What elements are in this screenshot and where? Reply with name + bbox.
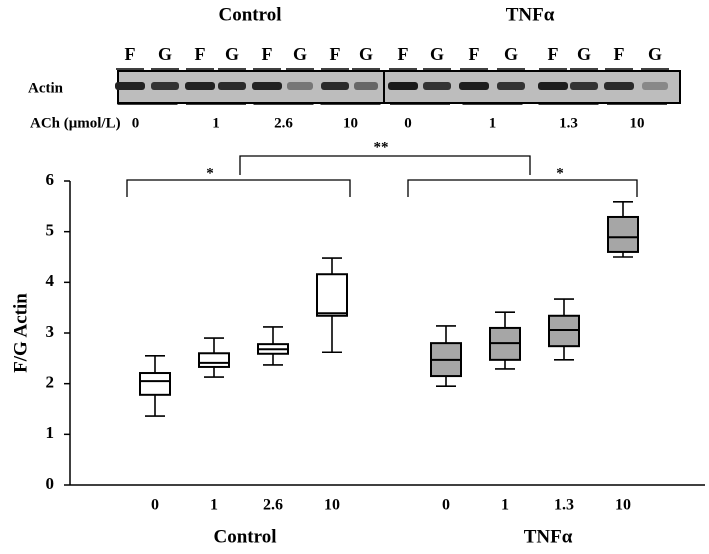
lane-label: F xyxy=(614,44,625,64)
box xyxy=(139,372,171,396)
blot-band xyxy=(642,82,668,90)
dose-label: ACh (μmol/L) xyxy=(30,115,121,131)
blot-band xyxy=(497,82,525,90)
y-axis-label: F/G Actin xyxy=(10,293,31,373)
y-tick-label: 5 xyxy=(46,221,55,240)
dose-tick-label: 1 xyxy=(212,115,220,131)
dose-tick-label: 0 xyxy=(132,115,140,131)
lane-label: G xyxy=(648,44,662,64)
lane-label: G xyxy=(225,44,239,64)
blot-row-label: Actin xyxy=(28,80,64,96)
x-tick-label: 1 xyxy=(501,497,509,514)
box xyxy=(316,273,348,317)
blot-band xyxy=(321,82,349,90)
lane-label: G xyxy=(577,44,591,64)
significance-label: * xyxy=(556,165,564,181)
blot-band xyxy=(151,82,179,90)
blot-band xyxy=(218,82,246,90)
blot-band xyxy=(388,82,418,90)
lane-label: G xyxy=(158,44,172,64)
lane-label: G xyxy=(359,44,373,64)
significance-brackets xyxy=(126,155,638,197)
box xyxy=(607,215,639,253)
group-label: TNFα xyxy=(524,526,573,547)
lane-label: G xyxy=(504,44,518,64)
dose-tick-label: 10 xyxy=(343,115,358,131)
blot-band xyxy=(423,82,451,90)
blot-band xyxy=(538,82,568,90)
y-tick-label: 6 xyxy=(46,170,55,189)
y-tick-label: 2 xyxy=(46,373,55,392)
x-tick-label: 2.6 xyxy=(263,497,283,514)
lane-label: F xyxy=(548,44,559,64)
blot-band xyxy=(252,82,282,90)
x-tick-label: 10 xyxy=(324,497,340,514)
x-tick-label: 10 xyxy=(615,497,631,514)
significance-label: * xyxy=(206,165,214,181)
x-tick-label: 0 xyxy=(151,497,159,514)
dose-tick-label: 1 xyxy=(489,115,497,131)
lane-label: G xyxy=(293,44,307,64)
lane-label: F xyxy=(398,44,409,64)
lane-label: F xyxy=(262,44,273,64)
dose-tick-label: 0 xyxy=(404,115,412,131)
y-tick-label: 3 xyxy=(46,322,55,341)
group-label: Control xyxy=(214,526,277,547)
x-tick-label: 0 xyxy=(442,497,450,514)
blot-band xyxy=(115,82,145,90)
blot-band xyxy=(185,82,215,90)
lane-label: F xyxy=(195,44,206,64)
blot-band xyxy=(604,82,634,90)
blot-band xyxy=(459,82,489,90)
blot-band xyxy=(570,82,598,90)
dose-tick-label: 1.3 xyxy=(559,115,578,131)
x-tick-label: 1 xyxy=(210,497,218,514)
blot-group-label: Control xyxy=(219,4,282,25)
blot-band xyxy=(287,82,313,90)
box xyxy=(548,314,580,348)
lane-label: F xyxy=(125,44,136,64)
lane-label: F xyxy=(469,44,480,64)
lane-label: F xyxy=(330,44,341,64)
blot-band xyxy=(354,82,378,90)
lane-label: G xyxy=(430,44,444,64)
dose-tick-label: 2.6 xyxy=(274,115,293,131)
y-tick-label: 1 xyxy=(46,423,55,442)
box xyxy=(198,352,230,368)
significance-label: ** xyxy=(374,139,389,155)
y-tick-label: 4 xyxy=(46,271,55,290)
dose-tick-label: 10 xyxy=(630,115,645,131)
x-tick-label: 1.3 xyxy=(554,497,574,514)
y-tick-label: 0 xyxy=(46,474,55,493)
blot-group-label: TNFα xyxy=(506,4,555,25)
